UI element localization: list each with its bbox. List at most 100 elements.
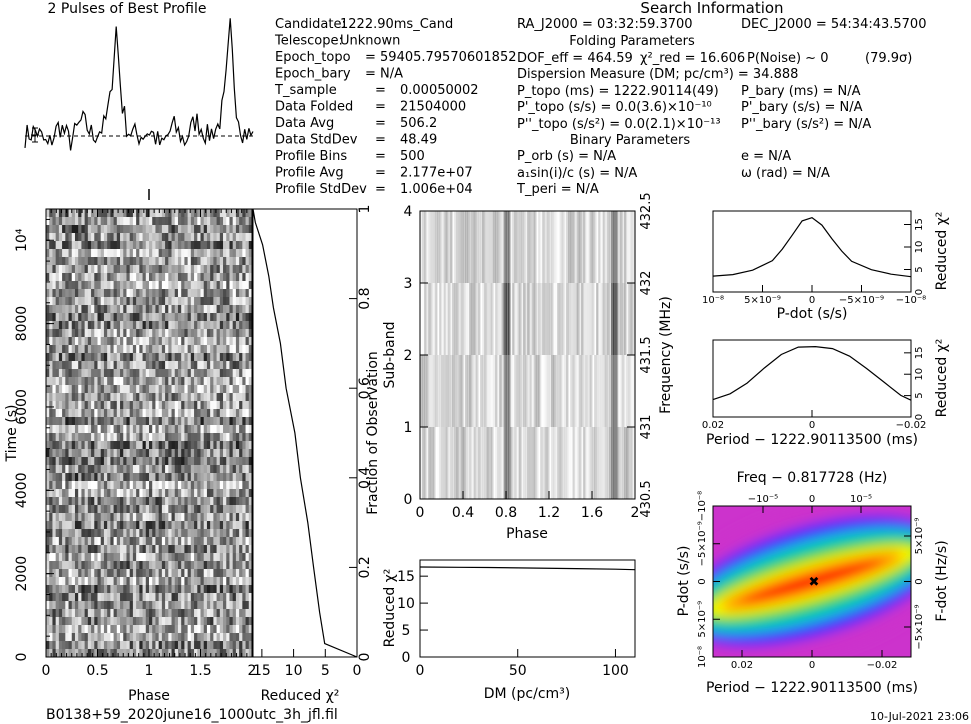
time-phase-cell — [81, 313, 86, 322]
time-phase-cell — [71, 249, 76, 258]
time-phase-cell — [174, 545, 179, 554]
time-phase-cell — [81, 561, 86, 570]
time-phase-cell — [248, 409, 253, 418]
time-phase-cell — [91, 561, 95, 570]
time-phase-cell — [235, 601, 240, 610]
time-phase-cell — [197, 497, 201, 506]
subband-cell — [512, 427, 516, 499]
time-phase-cell — [62, 233, 66, 242]
time-phase-cell — [46, 449, 50, 458]
time-phase-cell — [152, 505, 156, 514]
time-phase-cell — [161, 473, 166, 482]
time-phase-cell — [126, 585, 131, 594]
time-phase-cell — [242, 433, 246, 442]
subband-cell — [549, 355, 552, 427]
time-phase-cell — [181, 585, 185, 594]
time-phase-cell — [97, 513, 102, 522]
time-phase-cell — [116, 281, 121, 290]
time-phase-cell — [171, 233, 176, 242]
time-phase-cell — [219, 353, 224, 362]
time-phase-cell — [62, 561, 66, 570]
time-phase-cell — [206, 633, 211, 642]
subband-cell — [611, 427, 614, 499]
time-phase-cell — [84, 233, 89, 242]
time-phase-cell — [107, 609, 111, 618]
time-phase-cell — [58, 377, 63, 386]
subband-cell — [463, 211, 466, 283]
time-phase-cell — [245, 289, 250, 298]
time-phase-cell — [248, 225, 253, 234]
time-phase-cell — [120, 409, 124, 418]
subband-cell — [493, 427, 496, 499]
time-phase-cell — [87, 393, 92, 402]
time-phase-cell — [161, 497, 166, 506]
time-phase-cell — [216, 337, 221, 346]
time-phase-cell — [223, 489, 227, 498]
subband-cell — [544, 427, 548, 499]
time-phase-cell — [62, 521, 66, 530]
time-phase-cell — [168, 649, 172, 658]
time-phase-cell — [242, 409, 246, 418]
time-phase-cell — [194, 465, 198, 474]
time-phase-cell — [197, 561, 201, 570]
time-phase-cell — [158, 313, 163, 322]
time-phase-cell — [190, 273, 195, 282]
time-phase-cell — [113, 369, 118, 378]
subband-cell — [630, 211, 634, 283]
time-phase-cell — [142, 241, 147, 250]
time-phase-cell — [52, 249, 57, 258]
time-phase-cell — [58, 337, 63, 346]
time-phase-cell — [219, 369, 224, 378]
time-phase-cell — [184, 473, 189, 482]
time-phase-cell — [142, 593, 147, 602]
time-phase-cell — [161, 369, 166, 378]
time-phase-cell — [132, 617, 137, 626]
subband-cell — [503, 427, 507, 499]
time-phase-cell — [91, 633, 95, 642]
time-phase-cell — [107, 209, 111, 218]
time-phase-cell — [100, 457, 105, 466]
time-phase-cell — [136, 489, 140, 498]
time-phase-cell — [139, 641, 143, 650]
time-phase-cell — [110, 321, 114, 330]
time-phase-cell — [107, 225, 111, 234]
subband-cell — [458, 283, 462, 355]
time-phase-cell — [216, 377, 221, 386]
time-phase-cell — [168, 537, 172, 546]
time-phase-cell — [216, 393, 221, 402]
time-phase-cell — [107, 633, 111, 642]
time-phase-cell — [132, 233, 137, 242]
time-phase-cell — [84, 417, 89, 426]
time-phase-cell — [239, 401, 243, 410]
time-phase-cell — [46, 345, 50, 354]
time-phase-cell — [84, 449, 89, 458]
time-phase-cell — [194, 401, 198, 410]
time-phase-cell — [87, 305, 92, 314]
time-phase-cell — [210, 313, 214, 322]
subband-cell — [585, 283, 589, 355]
time-phase-cell — [65, 257, 69, 266]
time-phase-cell — [168, 225, 172, 234]
time-phase-cell — [58, 593, 63, 602]
subband-cell — [501, 211, 505, 283]
subband-cell — [632, 427, 636, 499]
time-phase-cell — [58, 577, 63, 586]
time-phase-cell — [155, 553, 160, 562]
time-phase-cell — [213, 449, 217, 458]
time-phase-cell — [52, 345, 57, 354]
time-phase-cell — [87, 641, 92, 650]
time-phase-cell — [65, 209, 69, 218]
time-phase-cell — [210, 537, 214, 546]
time-phase-cell — [55, 281, 60, 290]
time-phase-cell — [55, 209, 60, 218]
time-phase-cell — [136, 305, 140, 314]
time-phase-cell — [210, 297, 214, 306]
time-phase-cell — [91, 345, 95, 354]
subband-cell — [626, 211, 630, 283]
time-phase-cell — [103, 553, 108, 562]
time-phase-cell — [232, 377, 237, 386]
time-phase-cell — [210, 337, 214, 346]
subband-cell — [471, 211, 475, 283]
time-phase-cell — [219, 273, 224, 282]
time-phase-cell — [87, 633, 92, 642]
